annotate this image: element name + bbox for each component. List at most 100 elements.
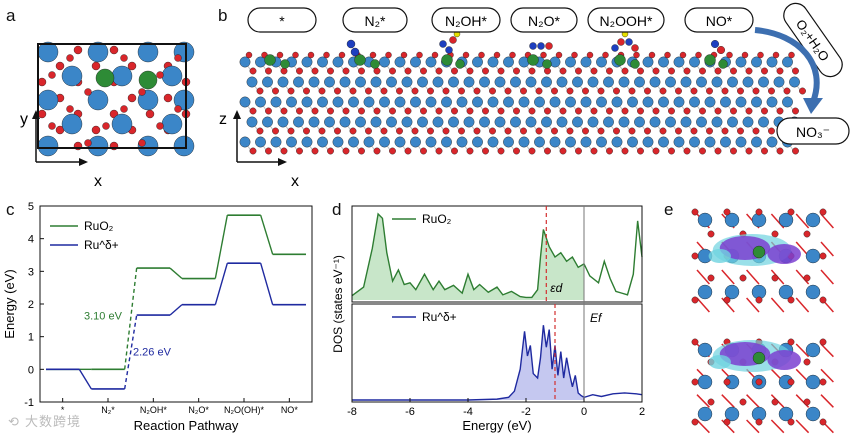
o-atom: [761, 147, 768, 155]
ru-atom: [556, 76, 568, 88]
ru-atom: [286, 136, 297, 148]
ru-atom: [618, 76, 630, 88]
o-atom: [761, 107, 768, 115]
o-atom: [690, 127, 698, 135]
o-atom: [637, 147, 644, 155]
o-atom: [249, 107, 257, 115]
o-atom: [799, 87, 806, 95]
o-atom: [555, 51, 563, 59]
ru-atom: [658, 96, 669, 108]
o-atom: [730, 147, 737, 155]
dopant-atom: [264, 54, 276, 66]
ru-atom: [355, 116, 366, 128]
charge-accumulation: [767, 350, 801, 370]
o-atom: [571, 51, 578, 59]
o-atom: [792, 147, 799, 155]
o-atom: [296, 147, 303, 155]
o-atom: [544, 67, 551, 75]
ru-atom: [596, 56, 607, 68]
o-atom: [466, 107, 474, 115]
c-ytick-label: -1: [24, 397, 34, 409]
ru-atom: [587, 116, 599, 128]
o-atom: [127, 93, 137, 103]
c-xtick-label: N₂O(OH)*: [224, 405, 264, 415]
ru-atom: [510, 76, 521, 88]
ru-atom: [697, 212, 713, 228]
dopant-atom: [280, 59, 290, 69]
o-atom: [714, 107, 722, 115]
ru-atom: [587, 76, 599, 88]
ru-atom: [379, 96, 390, 108]
o-atom: [66, 105, 74, 113]
o-atom: [303, 127, 310, 135]
o-atom: [528, 107, 536, 115]
ru-atom: [556, 116, 568, 128]
species-label: NO*: [706, 13, 733, 29]
energy-connector: [123, 314, 138, 390]
o-atom: [771, 274, 779, 282]
o-atom: [707, 398, 715, 406]
o-atom: [427, 127, 434, 135]
o-atom: [768, 87, 775, 95]
o-atom: [617, 38, 625, 46]
ru-atom: [308, 76, 320, 88]
o-atom: [752, 87, 760, 95]
o-atom: [287, 87, 295, 95]
o-atom: [739, 398, 747, 406]
o-atom: [819, 378, 827, 386]
n-atom: [346, 39, 356, 49]
o-atom: [493, 51, 501, 59]
o-atom: [342, 67, 350, 75]
ru-atom: [432, 116, 444, 128]
ru-atom: [472, 136, 483, 148]
o-atom: [91, 61, 101, 71]
ru-atom: [394, 96, 406, 108]
ru-atom: [697, 374, 713, 390]
ru-atom: [239, 56, 251, 68]
o-atom: [771, 230, 779, 238]
dopant-atom: [718, 59, 728, 69]
ru-atom: [472, 96, 483, 108]
o-atom: [648, 51, 656, 59]
o-atom: [389, 107, 396, 115]
ru-atom: [704, 96, 716, 108]
o-atom: [265, 147, 272, 155]
o-atom: [695, 51, 702, 59]
o-atom: [435, 147, 443, 155]
o-atom: [582, 127, 589, 135]
o-atom: [420, 67, 427, 75]
c-ytick-label: 4: [28, 234, 34, 246]
o-atom: [427, 87, 434, 95]
ru-atom: [541, 76, 552, 88]
dopant-atom: [752, 351, 766, 365]
o-atom: [545, 42, 553, 50]
o-atom: [652, 147, 660, 155]
o-atom: [613, 87, 620, 95]
ru-atom: [711, 76, 723, 88]
o-atom: [265, 107, 272, 115]
o-atom: [380, 87, 388, 95]
o-atom: [127, 61, 137, 71]
ru-atom: [627, 136, 638, 148]
o-atom: [575, 107, 582, 115]
ru-atom: [425, 136, 437, 148]
o-atom: [365, 127, 372, 135]
o-atom: [606, 147, 613, 155]
ru-atom: [286, 96, 297, 108]
ru-atom: [308, 116, 320, 128]
ru-atom: [111, 113, 133, 135]
product-capsule: NO₃⁻: [776, 117, 850, 145]
o-atom: [586, 51, 594, 59]
ru-atom: [410, 136, 421, 148]
o-atom: [272, 87, 279, 95]
ru-atom: [111, 65, 133, 87]
o-atom: [668, 147, 675, 155]
ru-atom: [324, 76, 335, 88]
ru-atom: [642, 136, 654, 148]
o-atom: [473, 127, 481, 135]
o-atom: [566, 127, 574, 135]
o-atom: [723, 296, 731, 304]
d-xtick-label: 2: [639, 406, 645, 418]
o-atom: [535, 87, 543, 95]
panel-a-structure: y x: [20, 41, 195, 190]
